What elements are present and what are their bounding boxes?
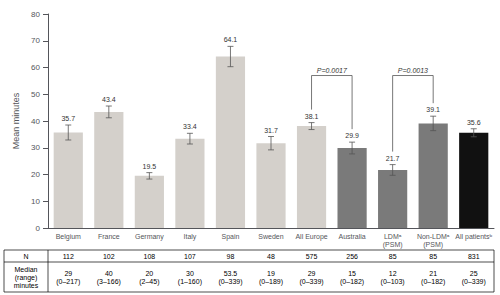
svg-text:53.5: 53.5: [224, 270, 238, 277]
svg-text:Italy: Italy: [183, 233, 196, 241]
svg-text:France: France: [98, 233, 120, 240]
svg-text:(0–339): (0–339): [218, 278, 242, 286]
svg-text:(0–339): (0–339): [462, 278, 486, 286]
svg-text:30: 30: [31, 143, 40, 152]
svg-text:Sweden: Sweden: [258, 233, 283, 240]
svg-text:12: 12: [389, 270, 397, 277]
svg-text:(0–182): (0–182): [340, 278, 364, 286]
svg-text:25: 25: [470, 270, 478, 277]
svg-text:minutes: minutes: [14, 282, 39, 289]
svg-text:0: 0: [36, 224, 41, 233]
svg-text:P=0.0017: P=0.0017: [317, 67, 348, 74]
svg-text:30: 30: [186, 270, 194, 277]
svg-text:(2–45): (2–45): [139, 278, 159, 286]
svg-text:60: 60: [31, 63, 40, 72]
svg-text:256: 256: [346, 253, 358, 260]
svg-text:35.7: 35.7: [61, 115, 75, 122]
svg-text:(0–189): (0–189): [259, 278, 283, 286]
svg-text:Germany: Germany: [135, 233, 164, 241]
svg-text:575: 575: [306, 253, 318, 260]
svg-text:20: 20: [31, 170, 40, 179]
svg-text:107: 107: [184, 253, 196, 260]
svg-text:102: 102: [103, 253, 115, 260]
svg-text:64.1: 64.1: [224, 36, 238, 43]
svg-text:31.7: 31.7: [264, 127, 278, 134]
svg-text:70: 70: [31, 36, 40, 45]
svg-text:98: 98: [227, 253, 235, 260]
svg-text:40: 40: [31, 117, 40, 126]
svg-text:48: 48: [267, 253, 275, 260]
svg-text:Australia: Australia: [338, 233, 365, 240]
svg-text:(PSM): (PSM): [423, 241, 443, 249]
svg-text:38.1: 38.1: [305, 113, 319, 120]
svg-text:80: 80: [31, 10, 40, 19]
svg-text:85: 85: [389, 253, 397, 260]
svg-text:112: 112: [63, 253, 74, 260]
svg-text:39.1: 39.1: [426, 106, 440, 113]
svg-text:831: 831: [468, 253, 480, 260]
svg-text:LDMᵃ: LDMᵃ: [384, 233, 402, 240]
svg-text:(3–166): (3–166): [97, 278, 121, 286]
svg-text:Median: Median: [15, 266, 38, 273]
svg-text:(PSM): (PSM): [383, 241, 403, 249]
svg-text:50: 50: [31, 90, 40, 99]
svg-text:108: 108: [144, 253, 156, 260]
svg-text:85: 85: [429, 253, 437, 260]
svg-text:Spain: Spain: [222, 233, 240, 241]
svg-text:15: 15: [348, 270, 356, 277]
svg-text:(0–339): (0–339): [299, 278, 323, 286]
svg-text:(0–182): (0–182): [421, 278, 445, 286]
svg-text:19.5: 19.5: [143, 163, 157, 170]
svg-text:29: 29: [64, 270, 72, 277]
svg-text:29.9: 29.9: [345, 132, 359, 139]
svg-text:20: 20: [145, 270, 153, 277]
svg-text:(1–160): (1–160): [178, 278, 202, 286]
svg-text:35.6: 35.6: [467, 119, 481, 126]
svg-text:(0–103): (0–103): [381, 278, 405, 286]
svg-text:10: 10: [31, 197, 40, 206]
svg-text:Mean minutes: Mean minutes: [11, 92, 21, 149]
svg-text:29: 29: [308, 270, 316, 277]
svg-text:(0–217): (0–217): [56, 278, 80, 286]
svg-text:Belgium: Belgium: [56, 233, 81, 241]
svg-text:All patientsᵇ: All patientsᵇ: [455, 233, 492, 241]
svg-text:19: 19: [267, 270, 275, 277]
svg-text:43.4: 43.4: [102, 96, 116, 103]
svg-text:P=0.0013: P=0.0013: [398, 67, 428, 74]
svg-text:40: 40: [105, 270, 113, 277]
svg-text:21: 21: [429, 270, 437, 277]
svg-text:All Europe: All Europe: [295, 233, 327, 241]
svg-text:(range): (range): [15, 274, 38, 282]
svg-text:N: N: [23, 253, 28, 260]
svg-text:21.7: 21.7: [386, 155, 400, 162]
svg-text:33.4: 33.4: [183, 123, 197, 130]
svg-text:Non-LDMᵃ: Non-LDMᵃ: [417, 233, 450, 240]
